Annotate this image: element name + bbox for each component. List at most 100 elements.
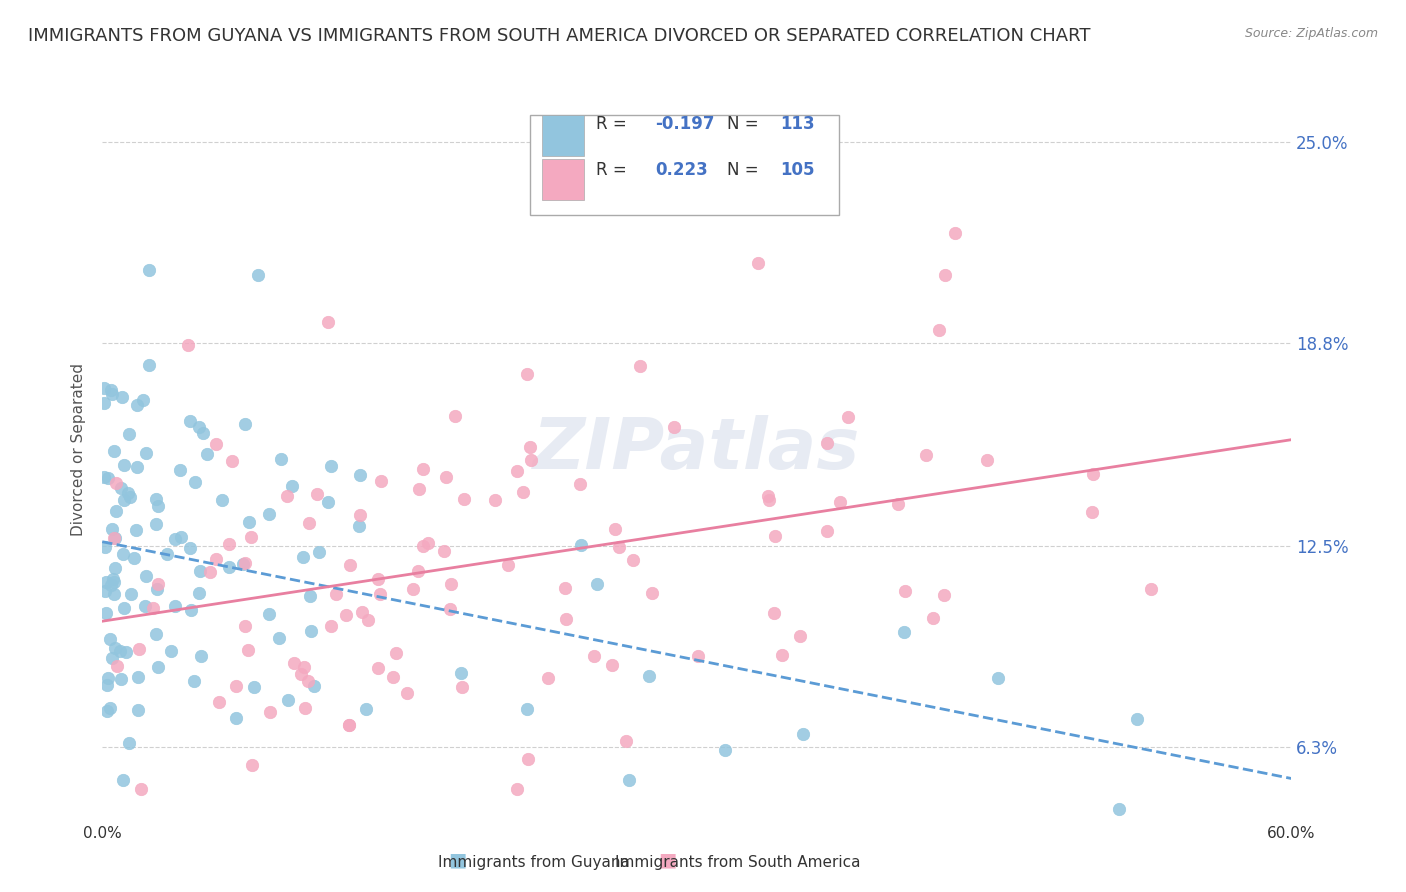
Point [506, 782, 529, 797]
Point [367, 660, 389, 674]
Point [516, 701, 538, 715]
Point [792, 726, 814, 740]
Point [382, 670, 405, 684]
Point [614, 734, 637, 748]
Point [756, 489, 779, 503]
FancyBboxPatch shape [543, 115, 583, 155]
Point [127, 670, 149, 684]
Point [555, 612, 578, 626]
Point [283, 657, 305, 671]
Point [934, 588, 956, 602]
Point [412, 539, 434, 553]
Point [259, 706, 281, 720]
Point [402, 582, 425, 597]
Point [225, 711, 247, 725]
Point [600, 658, 623, 673]
Point [110, 481, 132, 495]
Text: IMMIGRANTS FROM GUYANA VS IMMIGRANTS FROM SOUTH AMERICA DIVORCED OR SEPARATED CO: IMMIGRANTS FROM GUYANA VS IMMIGRANTS FRO… [28, 27, 1091, 45]
Point [197, 866, 219, 880]
Point [270, 452, 292, 467]
Point [308, 544, 330, 558]
Text: N =: N = [727, 114, 763, 133]
Text: 0.223: 0.223 [655, 161, 707, 179]
Point [124, 551, 146, 566]
Point [519, 441, 541, 455]
Point [321, 458, 343, 473]
Point [243, 680, 266, 694]
Point [98, 632, 121, 647]
Point [290, 666, 312, 681]
Point [205, 552, 228, 566]
Point [218, 536, 240, 550]
Point [370, 587, 392, 601]
Point [207, 695, 229, 709]
Point [191, 426, 214, 441]
Point [349, 508, 371, 522]
Point [165, 599, 187, 613]
Point [763, 529, 786, 543]
Point [104, 640, 127, 655]
Point [758, 493, 780, 508]
Point [100, 578, 122, 592]
Point [93, 470, 115, 484]
Point [112, 458, 135, 472]
Point [117, 427, 139, 442]
Point [195, 447, 218, 461]
Point [688, 648, 710, 663]
Point [94, 540, 117, 554]
FancyBboxPatch shape [530, 115, 839, 215]
Point [100, 650, 122, 665]
Point [357, 613, 380, 627]
Point [111, 547, 134, 561]
Point [1081, 467, 1104, 482]
Point [607, 541, 630, 555]
Point [127, 703, 149, 717]
Point [183, 674, 205, 689]
Point [98, 700, 121, 714]
Point [450, 665, 472, 680]
Point [335, 608, 357, 623]
Point [298, 516, 321, 531]
Point [179, 414, 201, 428]
Point [354, 702, 377, 716]
Point [103, 443, 125, 458]
Point [1139, 582, 1161, 596]
Point [439, 602, 461, 616]
Point [125, 460, 148, 475]
Point [337, 718, 360, 732]
Point [93, 381, 115, 395]
Point [887, 497, 910, 511]
Point [246, 268, 269, 282]
Point [111, 390, 134, 404]
Point [190, 648, 212, 663]
Point [921, 611, 943, 625]
Point [321, 618, 343, 632]
Text: R =: R = [596, 114, 631, 133]
Point [276, 693, 298, 707]
Text: ZIPatlas: ZIPatlas [533, 415, 860, 484]
Point [304, 679, 326, 693]
Point [444, 409, 467, 423]
Point [218, 560, 240, 574]
Text: 113: 113 [780, 114, 814, 133]
Point [103, 572, 125, 586]
Point [396, 686, 419, 700]
Point [440, 577, 463, 591]
Point [582, 649, 605, 664]
Point [125, 398, 148, 412]
Point [976, 453, 998, 467]
Text: -0.197: -0.197 [655, 114, 714, 133]
Point [104, 531, 127, 545]
Point [453, 491, 475, 506]
Point [762, 606, 785, 620]
Point [267, 631, 290, 645]
Point [97, 470, 120, 484]
Text: N =: N = [727, 161, 763, 179]
Point [177, 338, 200, 352]
Point [103, 531, 125, 545]
Point [914, 449, 936, 463]
Point [134, 599, 156, 613]
Point [169, 462, 191, 476]
Point [114, 645, 136, 659]
Point [337, 718, 360, 732]
